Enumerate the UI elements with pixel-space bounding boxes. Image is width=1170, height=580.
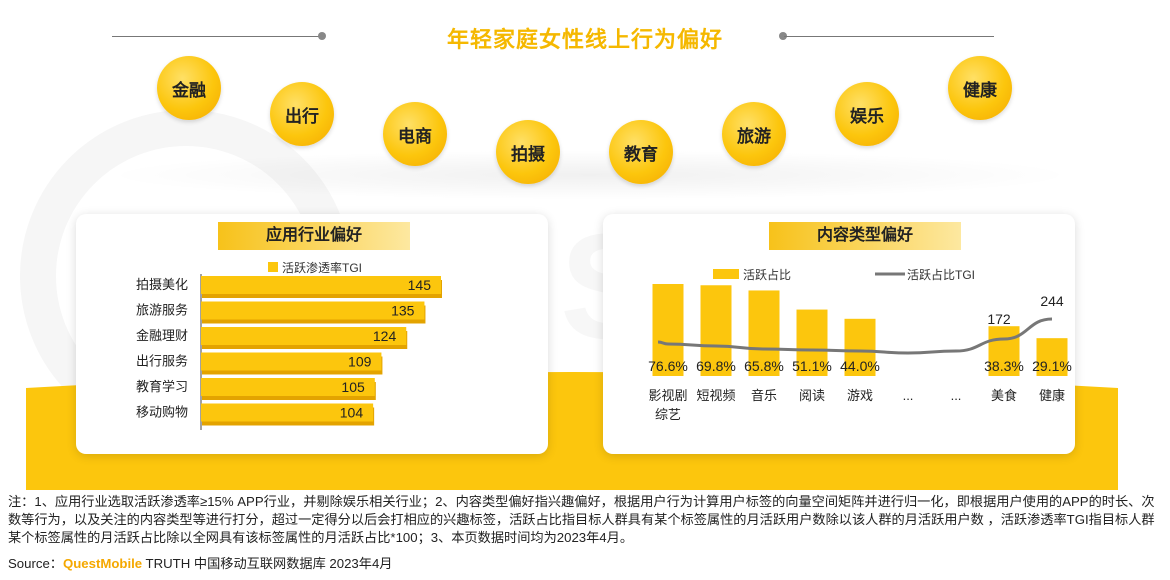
share-bar	[988, 326, 1020, 376]
app-industry-bar-chart: 拍摄美化 145 旅游服务 135 金融理财 124 出行服务 109 教育学习 105 移动购物 1…	[136, 274, 442, 430]
category-label: 阅读	[799, 388, 825, 403]
category-label: 出行服务	[136, 354, 188, 369]
app-industry-panel: 应用行业偏好 活跃渗透率TGI 拍摄美化 145 旅游服务 135 金融理财 124 出行服…	[76, 214, 548, 454]
content-type-panel: 内容类型偏好 活跃占比 活跃占比TGI 172 244 76.6% 69.8% 65.8…	[603, 214, 1075, 454]
app-industry-panel-title: 应用行业偏好	[218, 222, 410, 250]
footnote: 注：1、应用行业选取活跃渗透率≥15% APP行业，并剔除娱乐相关行业；2、内容…	[8, 494, 1155, 545]
category-label: 短视频	[696, 388, 735, 403]
page-title: 年轻家庭女性线上行为偏好	[446, 27, 723, 52]
share-bar	[652, 284, 684, 376]
tgi-value-label: 145	[408, 277, 432, 293]
tgi-value-label: 104	[340, 405, 364, 421]
source-brand: QuestMobile	[62, 556, 143, 571]
title-line-right	[784, 36, 994, 37]
share-bar	[796, 309, 828, 376]
category-label: 金融理财	[136, 328, 188, 343]
behavior-bubble-finance: 金融	[157, 56, 221, 120]
source-line: Source：QuestMobile TRUTH 中国移动互联网数据库 2023…	[8, 553, 392, 572]
behavior-bubble-entertainment: 娱乐	[835, 82, 899, 146]
share-legend-label: 活跃占比	[743, 268, 792, 282]
category-label: 美食	[991, 388, 1017, 403]
content-type-panel-title: 内容类型偏好	[769, 222, 961, 250]
tgi-value-label: 105	[341, 379, 365, 395]
tgi-value-label: 124	[373, 328, 397, 344]
title-dot-right	[779, 32, 787, 40]
share-value-label: 29.1%	[1032, 358, 1072, 374]
category-label: 综艺	[655, 407, 681, 422]
share-value-label: 65.8%	[744, 358, 784, 374]
tgi-bar	[201, 378, 375, 396]
tgi-bar	[201, 352, 382, 371]
source-suffix: TRUTH 中国移动互联网数据库 2023年4月	[142, 556, 393, 571]
tgi-line-value-label: 172	[987, 311, 1011, 327]
share-value-label: 38.3%	[984, 358, 1024, 374]
tgi-line-value-label: 244	[1040, 293, 1064, 309]
tgi-legend-line	[875, 272, 905, 276]
tgi-bar	[201, 276, 441, 294]
title-dot-left	[318, 32, 326, 40]
tgi-line	[657, 317, 1053, 355]
category-label: 移动购物	[136, 405, 188, 420]
category-label: 旅游服务	[136, 303, 188, 318]
behavior-bubble-tourism: 旅游	[722, 102, 786, 166]
tgi-legend-label: 活跃渗透率TGI	[282, 261, 362, 275]
category-label: 教育学习	[136, 379, 188, 394]
category-label: 游戏	[847, 388, 873, 403]
share-legend-swatch	[713, 269, 739, 279]
bubble-arc-shadow	[100, 150, 1080, 200]
source-prefix: Source：	[8, 556, 63, 571]
tgi-legend-swatch	[268, 262, 278, 272]
tgi-bar	[201, 301, 425, 320]
category-label: 音乐	[751, 388, 777, 403]
tgi-bar	[201, 327, 407, 345]
category-label: ...	[951, 388, 962, 403]
share-value-label: 69.8%	[696, 358, 736, 374]
share-bar	[748, 290, 780, 376]
tgi-value-label: 135	[391, 303, 415, 319]
behavior-bubble-health: 健康	[948, 56, 1012, 120]
tgi-value-label: 109	[348, 354, 372, 370]
category-label: ...	[903, 388, 914, 403]
tgi-line-legend-label: 活跃占比TGI	[907, 268, 975, 282]
content-type-bar-chart: 172 244 76.6% 69.8% 65.8% 51.1% 44.0% 38.3% 29.1…	[648, 284, 1072, 422]
share-bar	[844, 318, 876, 376]
share-value-label: 44.0%	[840, 358, 880, 374]
share-value-label: 51.1%	[792, 358, 832, 374]
behavior-bubble-education: 教育	[609, 120, 673, 184]
category-label: 健康	[1039, 388, 1065, 403]
behavior-bubble-ecommerce: 电商	[383, 102, 447, 166]
title-line-left	[112, 36, 322, 37]
behavior-bubble-travel: 出行	[270, 82, 334, 146]
tgi-bar	[201, 403, 374, 422]
share-bar	[700, 285, 732, 376]
share-value-label: 76.6%	[648, 358, 688, 374]
behavior-bubble-photography: 拍摄	[496, 120, 560, 184]
category-label: 拍摄美化	[136, 277, 188, 292]
share-bar	[1036, 338, 1068, 376]
category-label: 影视剧	[648, 388, 687, 403]
